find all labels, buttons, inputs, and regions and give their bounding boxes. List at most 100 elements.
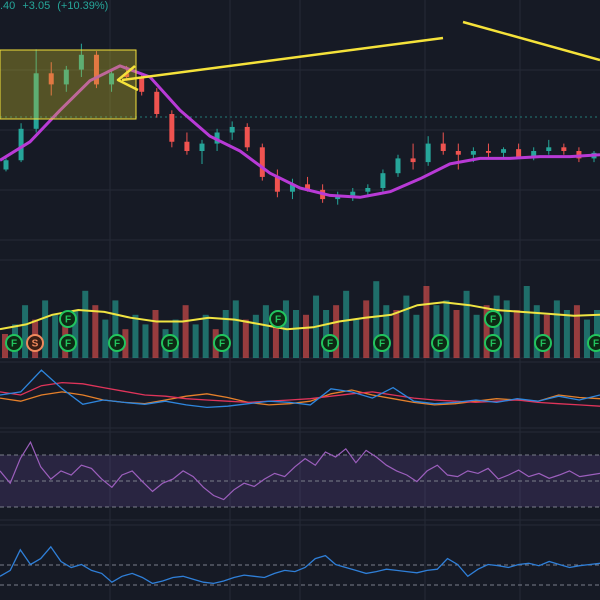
candle-body (63, 69, 69, 85)
candle-body (305, 184, 311, 190)
signal-marker-circle (26, 334, 44, 352)
volume-bar (594, 310, 600, 358)
volume-bar (82, 290, 89, 358)
fractal-marker: F (587, 334, 600, 352)
candle-body (154, 91, 160, 114)
fractal-marker-circle (213, 334, 231, 352)
candle-body (184, 141, 190, 151)
candle-body (229, 126, 235, 133)
oscillator-orange-line (0, 389, 600, 406)
fractal-marker-label: F (275, 315, 281, 326)
oscillator-red-line (0, 381, 600, 407)
fractal-marker-circle (5, 334, 23, 352)
volume-bar (333, 305, 340, 358)
signal-marker: S (26, 334, 44, 352)
fractal-marker-circle (373, 334, 391, 352)
volume-bar (242, 319, 249, 358)
fractal-marker-circle (161, 334, 179, 352)
fractal-marker-label: F (540, 339, 546, 350)
fractal-marker-label: F (167, 339, 173, 350)
volume-bar (563, 310, 570, 358)
fractal-marker-label: F (219, 339, 225, 350)
fractal-marker: F (5, 334, 23, 352)
fractal-marker-label: F (437, 339, 443, 350)
fractal-marker: F (321, 334, 339, 352)
candle-body (33, 73, 39, 129)
volume-bar (262, 305, 269, 358)
volume-panel[interactable]: F F F F F F F F F F F F F F S (0, 281, 600, 358)
price-moving-average-line (0, 64, 600, 199)
volume-bar (92, 305, 99, 358)
fractal-marker-circle (269, 310, 287, 328)
fractal-marker-circle (59, 310, 77, 328)
volume-bar (463, 290, 470, 358)
fractal-marker: F (108, 334, 126, 352)
candle-body (18, 128, 24, 161)
rsi-line (0, 440, 600, 501)
candle-body (501, 149, 507, 153)
volume-bar (503, 300, 510, 358)
candle-body (244, 126, 250, 148)
price-panel[interactable] (0, 43, 600, 205)
fractal-marker-circle (431, 334, 449, 352)
candle-body (78, 54, 84, 70)
rsi-panel[interactable] (0, 440, 600, 508)
fractal-marker-label: F (114, 339, 120, 350)
volume-moving-average-line (0, 301, 600, 331)
volume-bar (323, 310, 330, 358)
candle-body (48, 73, 54, 85)
volume-bar (132, 314, 139, 358)
volume-bar (353, 319, 360, 358)
volume-bar (72, 310, 79, 358)
candle-body (93, 54, 99, 85)
volume-bar (252, 314, 259, 358)
fractal-marker-label: F (490, 315, 496, 326)
volume-bar (142, 324, 149, 358)
volume-bar (403, 295, 410, 358)
volume-bar (533, 305, 540, 358)
volume-bar (373, 281, 380, 358)
fractal-marker: F (373, 334, 391, 352)
volume-bar (383, 305, 390, 358)
momentum-line (0, 545, 600, 585)
candle-body (259, 147, 265, 177)
candle-body (425, 143, 431, 163)
arrow-line (121, 36, 444, 82)
candle-body (274, 176, 280, 192)
candle-body (561, 147, 567, 151)
candle-body (440, 143, 446, 151)
momentum-panel[interactable] (0, 545, 600, 586)
price-change-percent: (+10.39%) (57, 0, 109, 12)
candle-body (455, 151, 461, 155)
trend-line (462, 20, 600, 62)
candle-body (485, 151, 491, 153)
fractal-marker-label: F (65, 315, 71, 326)
volume-bar (413, 314, 420, 358)
arrow-head (116, 65, 139, 92)
fractal-marker-label: F (327, 339, 333, 350)
fractal-marker-label: F (65, 339, 71, 350)
volume-bar (513, 310, 520, 358)
volume-bar (222, 310, 229, 358)
volume-bar (182, 305, 189, 358)
fractal-marker-circle (484, 310, 502, 328)
fractal-marker: F (269, 310, 287, 328)
annotation-layer (0, 20, 600, 120)
volume-bar (453, 310, 460, 358)
volume-bar (473, 314, 480, 358)
oscillator-panel[interactable] (0, 369, 600, 409)
fractal-marker-label: F (490, 339, 496, 350)
candle-body (139, 77, 145, 92)
volume-bar (152, 310, 159, 358)
volume-bar (553, 300, 560, 358)
fractal-marker-circle (59, 334, 77, 352)
candle-body (350, 191, 356, 196)
candle-body (410, 158, 416, 163)
fractal-marker: F (431, 334, 449, 352)
volume-bar (423, 286, 430, 358)
fractal-marker-label: F (593, 339, 599, 350)
fractal-marker-label: F (11, 339, 17, 350)
signal-marker-label: S (32, 339, 39, 350)
candle-body (546, 147, 552, 151)
